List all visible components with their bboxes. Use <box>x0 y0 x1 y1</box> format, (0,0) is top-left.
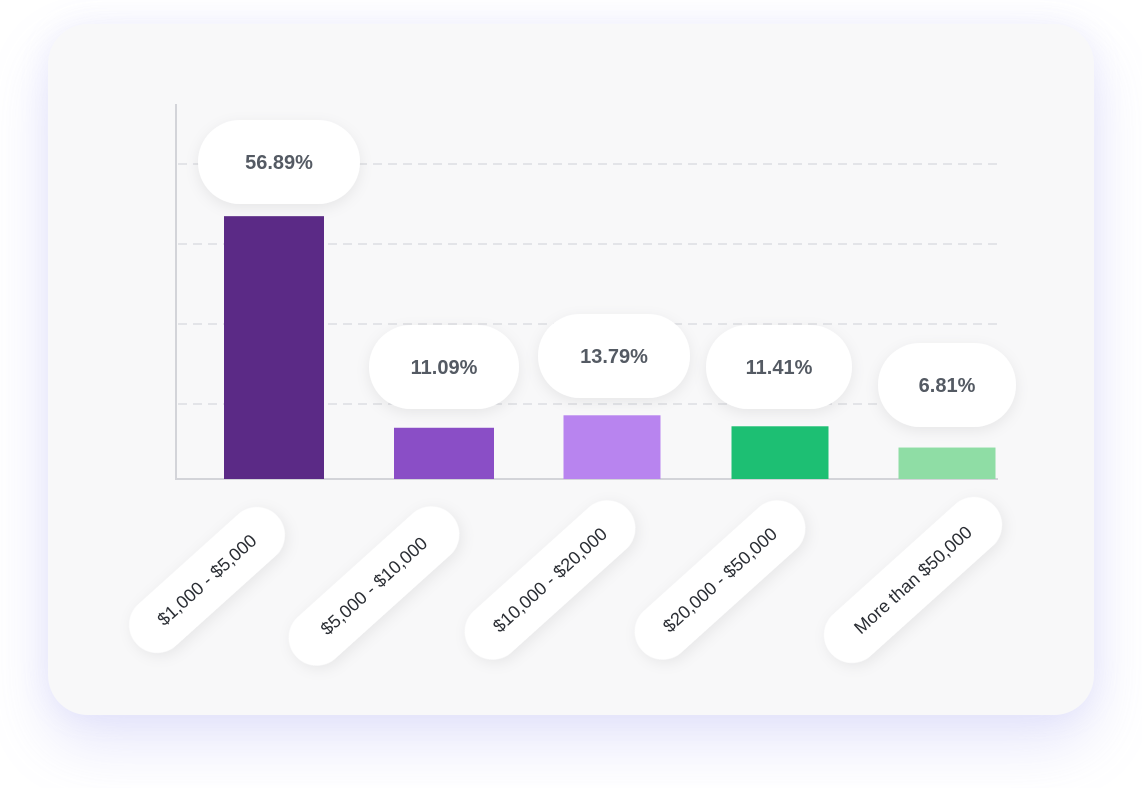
category-label-text-5: More than $50,000 <box>850 522 976 638</box>
value-label-text-4: 11.41% <box>746 357 813 379</box>
bars <box>224 216 996 479</box>
category-label-text-3: $10,000 - $20,000 <box>489 524 611 637</box>
value-label-3: 13.79% <box>538 314 690 398</box>
value-label-pill-3 <box>538 314 690 398</box>
category-label-3: $10,000 - $20,000 <box>464 500 636 660</box>
value-labels: 56.89% 11.09% 13.79% 11.41% 6.81% <box>198 120 1016 427</box>
value-label-text-5: 6.81% <box>919 375 976 397</box>
bar-4 <box>731 426 829 479</box>
value-label-pill-4 <box>706 325 852 409</box>
category-label-text-4: $20,000 - $50,000 <box>659 524 781 637</box>
category-label-4: $20,000 - $50,000 <box>634 500 806 660</box>
bar-1 <box>224 216 324 479</box>
category-labels: $1,000 - $5,000 $5,000 - $10,000 $10,000 -… <box>129 497 1002 666</box>
value-label-1: 56.89% <box>198 120 360 204</box>
bar-2 <box>394 427 494 479</box>
category-label-pill-2 <box>288 506 460 666</box>
bar-5 <box>898 447 996 479</box>
value-label-pill-2 <box>369 325 519 409</box>
category-label-2: $5,000 - $10,000 <box>288 506 460 666</box>
category-label-5: More than $50,000 <box>824 497 1002 663</box>
category-label-pill-4 <box>634 500 806 660</box>
bar-3 <box>563 415 661 479</box>
value-label-pill-5 <box>878 343 1016 427</box>
value-label-5: 6.81% <box>878 343 1016 427</box>
category-label-pill-1 <box>129 507 285 653</box>
value-label-4: 11.41% <box>706 325 852 409</box>
category-label-pill-3 <box>464 500 636 660</box>
value-label-text-1: 56.89% <box>245 152 313 174</box>
value-label-text-2: 11.09% <box>411 357 478 379</box>
value-label-pill-1 <box>198 120 360 204</box>
category-label-pill-5 <box>824 497 1002 663</box>
value-label-2: 11.09% <box>369 325 519 409</box>
value-label-text-3: 13.79% <box>580 346 648 368</box>
category-label-1: $1,000 - $5,000 <box>129 507 285 653</box>
